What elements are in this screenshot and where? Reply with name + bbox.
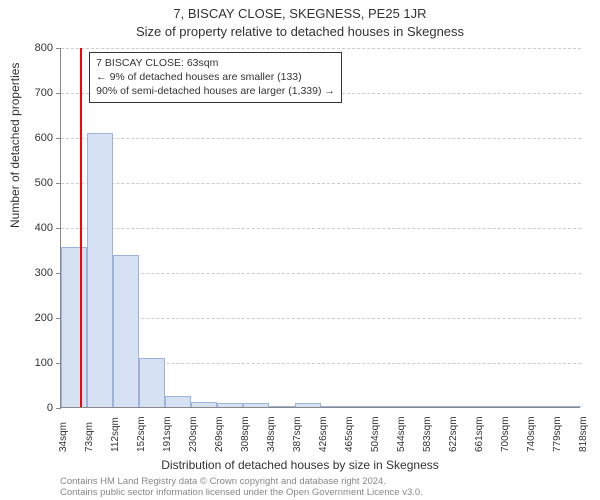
xtick-label: 269sqm [214,416,225,452]
histogram-bar [61,247,87,407]
info-box: 7 BISCAY CLOSE: 63sqm ← 9% of detached h… [89,52,342,103]
histogram-bar [555,406,581,407]
histogram-bar [373,406,399,407]
ytick-mark [56,93,61,94]
ytick-label: 300 [13,267,53,279]
xtick-label: 504sqm [370,416,381,452]
marker-line [80,48,82,407]
histogram-bar [165,396,191,407]
xtick-label: 544sqm [396,416,407,452]
xtick-label: 426sqm [318,416,329,452]
histogram-bar [451,406,477,407]
x-axis-title: Distribution of detached houses by size … [0,458,600,472]
histogram-bar [87,133,113,408]
gridline [61,273,581,274]
ytick-label: 500 [13,177,53,189]
histogram-bar [477,406,503,407]
xtick-label: 73sqm [84,422,95,452]
footer-note: Contains HM Land Registry data © Crown c… [60,476,423,499]
ytick-label: 200 [13,312,53,324]
xtick-label: 348sqm [266,416,277,452]
histogram-bar [425,406,451,407]
histogram-bar [269,406,295,407]
ytick-label: 400 [13,222,53,234]
chart-title-main: 7, BISCAY CLOSE, SKEGNESS, PE25 1JR [0,6,600,21]
ytick-mark [56,48,61,49]
histogram-bar [191,402,217,407]
gridline [61,48,581,49]
ytick-mark [56,183,61,184]
xtick-label: 818sqm [578,416,589,452]
xtick-label: 622sqm [448,416,459,452]
ytick-label: 600 [13,132,53,144]
xtick-label: 230sqm [188,416,199,452]
ytick-mark [56,228,61,229]
chart-title-sub: Size of property relative to detached ho… [0,24,600,39]
footer-line-1: Contains HM Land Registry data © Crown c… [60,476,423,487]
histogram-bar [139,358,165,408]
xtick-label: 700sqm [500,416,511,452]
ytick-label: 100 [13,357,53,369]
histogram-bar [529,406,555,407]
ytick-label: 700 [13,87,53,99]
xtick-label: 152sqm [136,416,147,452]
xtick-label: 387sqm [292,416,303,452]
chart-container: 7, BISCAY CLOSE, SKEGNESS, PE25 1JR Size… [0,0,600,500]
info-line-3: 90% of semi-detached houses are larger (… [96,84,335,98]
histogram-bar [243,403,269,407]
histogram-bar [113,255,139,407]
ytick-label: 0 [13,402,53,414]
histogram-bar [399,406,425,407]
gridline [61,138,581,139]
histogram-bar [503,406,529,407]
xtick-label: 779sqm [552,416,563,452]
gridline [61,318,581,319]
info-line-1: 7 BISCAY CLOSE: 63sqm [96,56,335,70]
gridline [61,183,581,184]
info-line-2: ← 9% of detached houses are smaller (133… [96,70,335,84]
xtick-label: 583sqm [422,416,433,452]
xtick-label: 465sqm [344,416,355,452]
histogram-bar [217,403,243,408]
xtick-label: 661sqm [474,416,485,452]
xtick-label: 308sqm [240,416,251,452]
ytick-mark [56,408,61,409]
histogram-bar [295,403,321,407]
histogram-bar [321,406,347,407]
ytick-label: 800 [13,42,53,54]
xtick-label: 191sqm [162,416,173,452]
histogram-bar [347,406,373,407]
xtick-label: 34sqm [58,422,69,452]
plot-area: 010020030040050060070080034sqm73sqm112sq… [60,48,580,408]
gridline [61,228,581,229]
footer-line-2: Contains public sector information licen… [60,487,423,498]
ytick-mark [56,138,61,139]
xtick-label: 740sqm [526,416,537,452]
xtick-label: 112sqm [110,417,121,452]
